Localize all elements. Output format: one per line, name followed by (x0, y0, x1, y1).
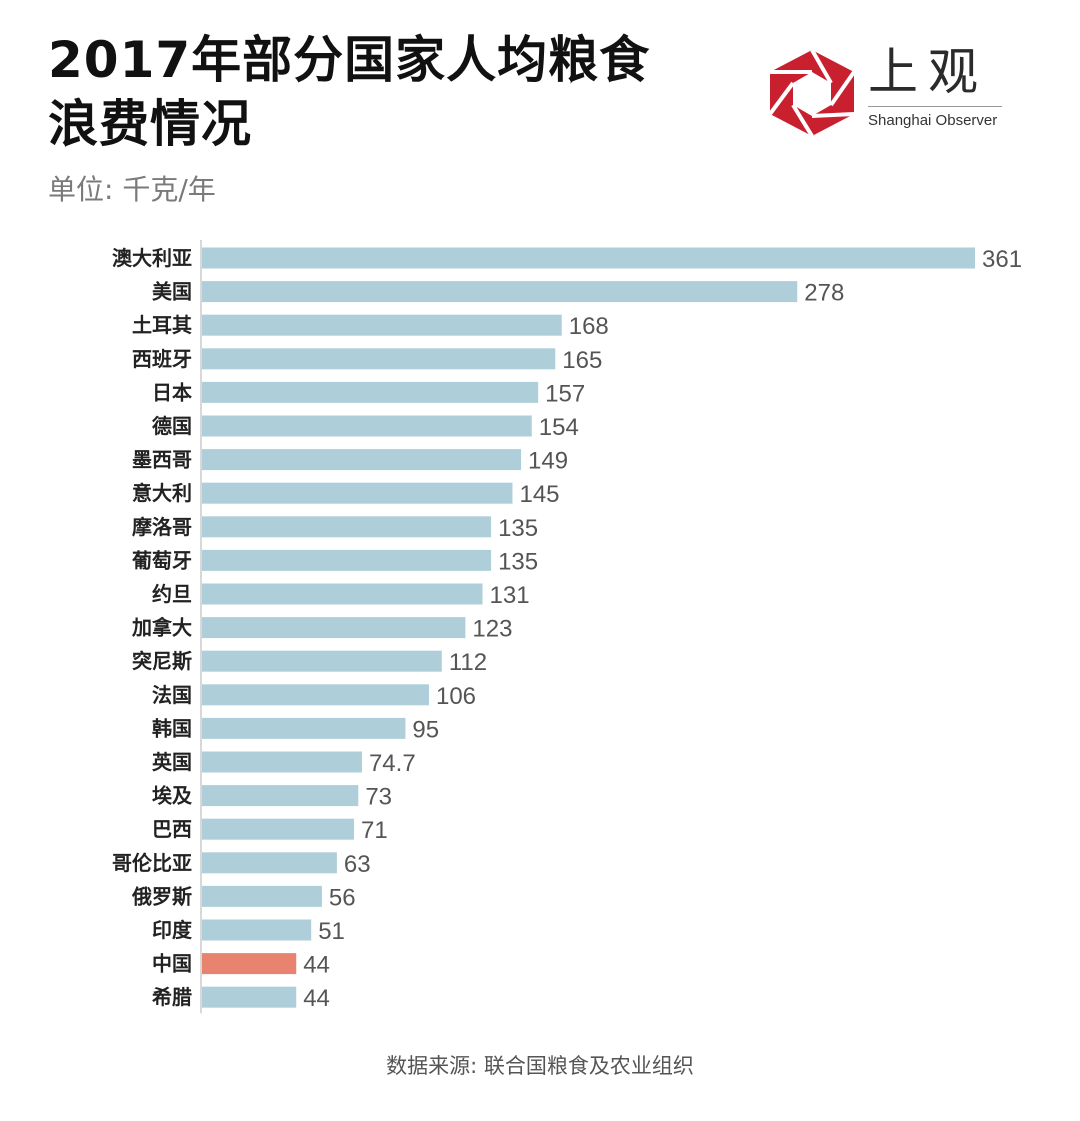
category-label: 巴西 (152, 817, 192, 841)
category-label: 摩洛哥 (132, 515, 192, 539)
bar (202, 684, 429, 706)
category-label: 澳大利亚 (112, 246, 192, 270)
category-label: 英国 (152, 750, 192, 774)
category-label: 葡萄牙 (131, 548, 192, 572)
value-label: 44 (303, 952, 330, 979)
bar (202, 549, 492, 571)
value-label: 278 (804, 280, 844, 307)
bar (202, 650, 442, 672)
bar (202, 449, 522, 471)
value-label: 157 (545, 380, 585, 407)
category-label: 加拿大 (131, 616, 192, 640)
category-label: 俄罗斯 (131, 884, 192, 908)
category-label: 韩国 (152, 716, 192, 740)
bar (202, 852, 337, 874)
category-label: 约旦 (152, 582, 192, 606)
value-label: 56 (329, 884, 356, 911)
value-label: 149 (528, 448, 568, 475)
category-label: 法国 (152, 683, 192, 707)
chart-title: 2017年部分国家人均粮食 浪费情况 (48, 28, 650, 156)
value-label: 95 (412, 716, 439, 743)
bar (202, 919, 312, 941)
value-label: 135 (498, 548, 538, 575)
value-label: 106 (436, 683, 476, 710)
bar-highlight (202, 953, 297, 975)
bar (202, 415, 532, 437)
value-label: 168 (569, 313, 609, 340)
value-label: 165 (562, 347, 602, 374)
value-label: 74.7 (369, 750, 416, 777)
bar (202, 314, 562, 336)
bar (202, 818, 355, 840)
value-label: 123 (472, 616, 512, 643)
bar (202, 247, 975, 269)
bar (202, 348, 556, 370)
category-label: 墨西哥 (132, 448, 192, 472)
bar (202, 751, 362, 773)
logo-english-text: Shanghai Observer (868, 112, 998, 129)
bar (202, 986, 297, 1008)
value-label: 145 (519, 481, 559, 508)
value-label: 131 (490, 582, 530, 609)
value-label: 71 (361, 817, 388, 844)
logo-divider (868, 106, 1002, 107)
hexagon-aperture-logo-icon (768, 49, 856, 138)
category-label: 哥伦比亚 (112, 851, 192, 875)
category-label: 中国 (152, 952, 192, 976)
value-label: 112 (449, 649, 487, 676)
category-label: 突尼斯 (132, 649, 192, 673)
category-label: 希腊 (152, 985, 192, 1009)
title-line-1: 2017年部分国家人均粮食 (48, 31, 651, 89)
value-label: 135 (498, 515, 538, 542)
value-label: 154 (539, 414, 579, 441)
category-label: 土耳其 (132, 313, 192, 337)
value-label: 361 (982, 246, 1022, 273)
bar (202, 516, 492, 538)
category-label: 印度 (152, 918, 193, 942)
data-source: 数据来源: 联合国粮食及农业组织 (386, 1054, 694, 1078)
bar (202, 482, 513, 504)
value-label: 63 (344, 851, 371, 878)
category-label: 德国 (152, 414, 192, 438)
bar (202, 583, 483, 605)
bar (202, 281, 798, 303)
value-label: 51 (318, 918, 345, 945)
shanghai-observer-logo: 上观 Shanghai Observer (766, 43, 1016, 138)
category-label: 日本 (152, 380, 192, 404)
category-label: 美国 (152, 280, 192, 304)
bar (202, 717, 406, 739)
bar (202, 617, 466, 639)
bar (202, 885, 322, 907)
logo-chinese-text: 上观 (868, 43, 988, 101)
unit-label: 单位: 千克/年 (48, 173, 216, 206)
category-label: 意大利 (132, 481, 192, 505)
bar-chart: 澳大利亚 361 美国 278 土耳其 168 西班牙 165 日本 157 德国 154 墨西哥 149… (112, 240, 1022, 1014)
bar (202, 785, 359, 807)
category-label: 埃及 (152, 784, 193, 808)
category-label: 西班牙 (132, 347, 192, 371)
bar (202, 381, 539, 403)
value-label: 73 (365, 784, 392, 811)
title-line-2: 浪费情况 (48, 95, 252, 153)
value-label: 44 (303, 985, 330, 1012)
